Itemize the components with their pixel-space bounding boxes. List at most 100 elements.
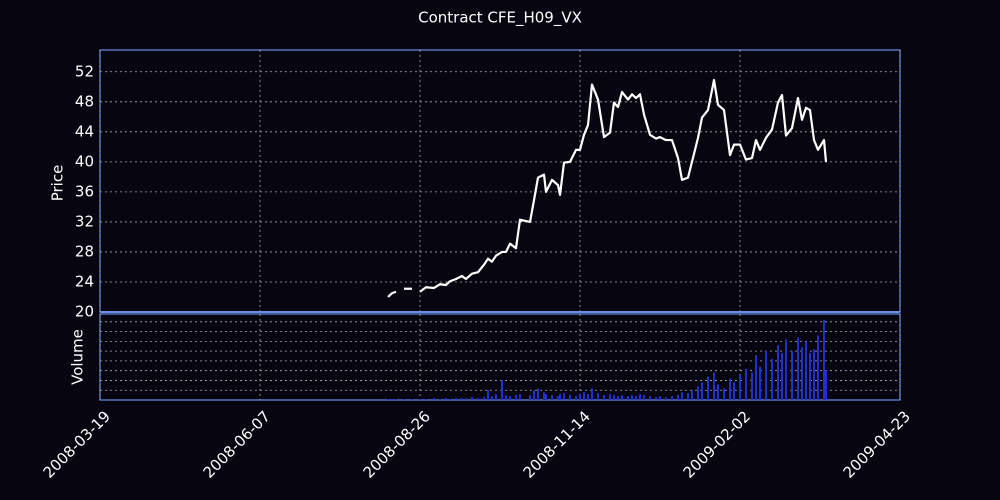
volume-bar (791, 351, 793, 400)
volume-bar (755, 355, 757, 400)
volume-bar (487, 390, 489, 400)
volume-bar (425, 399, 427, 400)
volume-bar (545, 394, 547, 400)
volume-axis-label: Volume (69, 329, 87, 385)
y-axis-label: Price (49, 165, 67, 202)
volume-bar (635, 396, 637, 400)
volume-bar (639, 394, 641, 400)
y-tick-label: 36 (75, 182, 94, 200)
volume-bar (477, 398, 479, 400)
volume-bar (449, 399, 451, 400)
volume-bar (461, 398, 463, 400)
volume-bar (439, 399, 441, 400)
y-tick-label: 44 (75, 122, 94, 140)
volume-bar (801, 347, 803, 400)
volume-bar (529, 395, 531, 400)
volume-bar (559, 394, 561, 400)
volume-frame (99, 313, 901, 401)
chart-title: Contract CFE_H09_VX (418, 9, 582, 28)
volume-bar (797, 337, 799, 400)
volume-bar (505, 395, 507, 400)
price-frame (99, 49, 901, 313)
volume-bar (597, 393, 599, 400)
volume-bar (609, 394, 611, 400)
y-tick-label: 32 (75, 212, 94, 230)
volume-bar (587, 394, 589, 400)
volume-bar (557, 396, 559, 400)
volume-bar (717, 384, 719, 400)
volume-bar (681, 392, 683, 400)
volume-bar (665, 397, 667, 400)
volume-bar (575, 396, 577, 400)
volume-bar (649, 396, 651, 400)
x-tick-label: 2009-02-02 (680, 407, 754, 481)
volume-bar (519, 394, 521, 400)
volume-bar (613, 395, 615, 400)
volume-bar (483, 397, 485, 400)
x-tick-label: 2008-03-19 (40, 407, 114, 481)
volume-bar (671, 396, 673, 400)
volume-bar (745, 368, 747, 400)
volume-bar (777, 345, 779, 400)
x-tick-label: 2008-06-07 (200, 407, 274, 481)
volume-bar (691, 390, 693, 400)
volume-bar (627, 396, 629, 400)
volume-bar (403, 399, 405, 400)
volume-bar (823, 319, 825, 400)
volume-bar (687, 393, 689, 400)
y-tick-label: 52 (75, 62, 94, 80)
volume-bar (583, 392, 585, 400)
volume-bar (569, 395, 571, 400)
volume-bar (655, 397, 657, 400)
volume-bar (419, 399, 421, 400)
volume-bar (537, 388, 539, 400)
volume-bar (411, 399, 413, 400)
x-tick-label: 2008-08-26 (360, 407, 434, 481)
volume-bar (713, 372, 715, 400)
volume-bar (781, 353, 783, 400)
volume-bar (515, 395, 517, 400)
volume-bar (591, 388, 593, 400)
volume-bar (433, 398, 435, 400)
y-tick-label: 28 (75, 242, 94, 260)
volume-bar (659, 396, 661, 400)
volume-bar (551, 395, 553, 400)
x-tick-label: 2009-04-23 (840, 407, 914, 481)
volume-bar (621, 395, 623, 400)
price-line (387, 78, 828, 298)
volume-bar (509, 396, 511, 400)
volume-bar (723, 388, 725, 400)
volume-bar (817, 335, 819, 400)
volume-bar (563, 393, 565, 400)
volume-bar (391, 399, 393, 400)
volume-bar (643, 395, 645, 400)
volume-bar (533, 390, 535, 400)
volume-bar (813, 349, 815, 400)
volume-bar (387, 399, 389, 400)
y-tick-label: 48 (75, 92, 94, 110)
volume-bar (771, 358, 773, 400)
y-tick-label: 20 (75, 303, 94, 321)
volume-bar (471, 397, 473, 400)
volume-bar (751, 372, 753, 400)
volume-bar (785, 339, 787, 400)
volume-bar (759, 366, 761, 400)
volume-bar (543, 392, 545, 400)
volume-bar (765, 351, 767, 400)
volume-bar (617, 396, 619, 400)
volume-bar (825, 370, 827, 400)
volume-bar (501, 380, 503, 400)
volume-bar (579, 394, 581, 400)
volume-bar (677, 395, 679, 400)
volume-bar (701, 382, 703, 400)
volume-bar (495, 394, 497, 400)
volume-bar (729, 378, 731, 400)
volume-bar (631, 395, 633, 400)
volume-bar (805, 341, 807, 400)
y-tick-label: 24 (75, 272, 94, 290)
volume-bar (697, 386, 699, 400)
x-tick-label: 2008-11-14 (520, 407, 594, 481)
volume-bar (491, 396, 493, 400)
volume-bar (809, 353, 811, 400)
y-tick-label: 40 (75, 152, 94, 170)
